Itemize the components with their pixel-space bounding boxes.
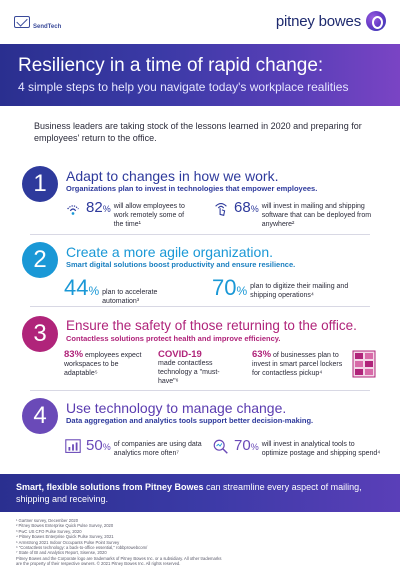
footnote: ³ PwC US CFO Pulse Survey, 2020 (16, 528, 82, 534)
wifi-people-icon (67, 205, 79, 215)
stat-number: 70 (234, 437, 251, 454)
step-1: 1 Adapt to changes in how we work. Organ… (0, 162, 400, 234)
step-subtitle: Organizations plan to invest in technolo… (66, 184, 318, 193)
sendtech-label: SendTech (33, 24, 62, 30)
step-number: 1 (22, 166, 58, 202)
divider (30, 390, 370, 391)
stat-value: 44% (64, 276, 99, 303)
step-subtitle: Smart digital solutions boost productivi… (66, 260, 296, 269)
footer-text: can streamline every aspect of mailing, … (16, 482, 362, 504)
brand-name: pitney bowes (275, 12, 361, 30)
stat-unit: % (88, 284, 100, 298)
envelope-icon (14, 16, 30, 28)
stat: 68% will invest in mailing and shipping … (212, 200, 372, 229)
stat-text: made contactless technology a "must-have… (158, 360, 220, 385)
top-bar: SendTech pitney bowes (0, 0, 400, 44)
step-2: 2 Create a more agile organization. Smar… (0, 238, 400, 306)
stat-number: COVID-19 (158, 349, 202, 360)
stat: COVID-19 made contactless technology a "… (158, 350, 240, 386)
step-title: Use technology to manage change. (66, 400, 287, 416)
intro-text: Business leaders are taking stock of the… (34, 121, 362, 143)
step-subtitle: Data aggregation and analytics tools sup… (66, 416, 314, 425)
footnotes: ¹ Gartner survey, December 2020 ² Pitney… (16, 518, 386, 567)
stat: 83% employees expect workspaces to be ad… (64, 350, 148, 378)
hero-banner: Resiliency in a time of rapid change: 4 … (0, 44, 400, 106)
footnote: ⁷ State of BI and Analytics Report, Sise… (16, 550, 107, 556)
parcel-locker-icon (352, 350, 376, 378)
footer-banner: Smart, flexible solutions from Pitney Bo… (0, 474, 400, 512)
stat-value: 82% (86, 200, 111, 217)
step-number: 3 (22, 316, 58, 352)
stat: 50% of companies are using data analytic… (64, 438, 204, 458)
footnote: ⁶ "Contactless technology: a back-to-off… (16, 545, 148, 551)
stat-text: plan to accelerate automation³ (102, 289, 158, 305)
stat-unit: % (250, 442, 259, 452)
step-subtitle: Contactless solutions protect health and… (66, 334, 281, 343)
stat-unit: % (250, 204, 259, 214)
trademark-text: Pitney Bowes and the Corporate logo are … (16, 555, 222, 561)
step-title: Adapt to changes in how we work. (66, 168, 279, 184)
stat-unit: % (102, 442, 111, 452)
stat-unit: % (102, 204, 111, 214)
divider (30, 306, 370, 307)
stat-number: 82 (86, 199, 103, 216)
stat-text: plan to digitize their mailing and shipp… (250, 283, 349, 299)
stat: 70% plan to digitize their mailing and s… (212, 276, 350, 303)
stat-number: 63% (252, 349, 272, 360)
hero-subtitle: 4 simple steps to help you navigate toda… (18, 80, 349, 94)
stat-value: 50% (86, 438, 111, 455)
stat-text: will allow employees to work remotely so… (113, 203, 185, 228)
stat-value: 70% (212, 276, 247, 303)
copyright-text: are the property of their respective own… (16, 561, 181, 567)
stat-number: 83% (64, 349, 84, 360)
step-number: 4 (22, 398, 58, 434)
sendtech-logo: SendTech (14, 14, 61, 30)
step-title: Create a more agile organization. (66, 244, 274, 260)
footnote: ¹ Gartner survey, December 2020 (16, 518, 79, 523)
stat-unit: % (236, 284, 248, 298)
stat-number: 70 (212, 275, 237, 300)
stat-number: 68 (234, 199, 251, 216)
analytics-magnifier-icon (213, 439, 228, 454)
step-number: 2 (22, 242, 58, 278)
stat-value: 70% (234, 438, 259, 455)
footnote: ⁴ Pitney Bowes Enterprise Quick Pulse Su… (16, 534, 114, 540)
stat-value: 68% (234, 200, 259, 217)
stat: 82% will allow employees to work remotel… (64, 200, 194, 229)
stat-text: of companies are using data analytics mo… (113, 441, 202, 457)
stat: 70% will invest in analytical tools to o… (212, 438, 382, 458)
hero-title: Resiliency in a time of rapid change: (18, 55, 324, 76)
divider (30, 234, 370, 235)
stat-text: will invest in analytical tools to optim… (261, 441, 381, 457)
brand-mark-icon (366, 11, 386, 31)
step-title: Ensure the safety of those returning to … (66, 318, 357, 333)
pitney-bowes-logo: pitney bowes (276, 11, 386, 31)
stat: 63% of businesses plan to invest in smar… (252, 350, 348, 378)
stat-number: 44 (64, 275, 89, 300)
step-3: 3 Ensure the safety of those returning t… (0, 312, 400, 388)
touch-icon (215, 203, 227, 216)
footer-bold-text: Smart, flexible solutions from Pitney Bo… (16, 482, 204, 492)
step-4: 4 Use technology to manage change. Data … (0, 394, 400, 470)
analytics-chart-icon (65, 439, 81, 453)
stat-text: of businesses plan to invest in smart pa… (252, 352, 343, 377)
stat-text: will invest in mailing and shipping soft… (261, 203, 372, 228)
footnote: ² Pitney Bowes Enterprise Quick Pulse Su… (16, 523, 114, 529)
stat-text: employees expect workspaces to be adapta… (64, 352, 142, 377)
footnote: ⁵ Armstrong 2021 Indoor Occupants Pulse … (16, 539, 120, 545)
stat: 44% plan to accelerate automation³ (64, 276, 192, 306)
stat-number: 50 (86, 437, 103, 454)
